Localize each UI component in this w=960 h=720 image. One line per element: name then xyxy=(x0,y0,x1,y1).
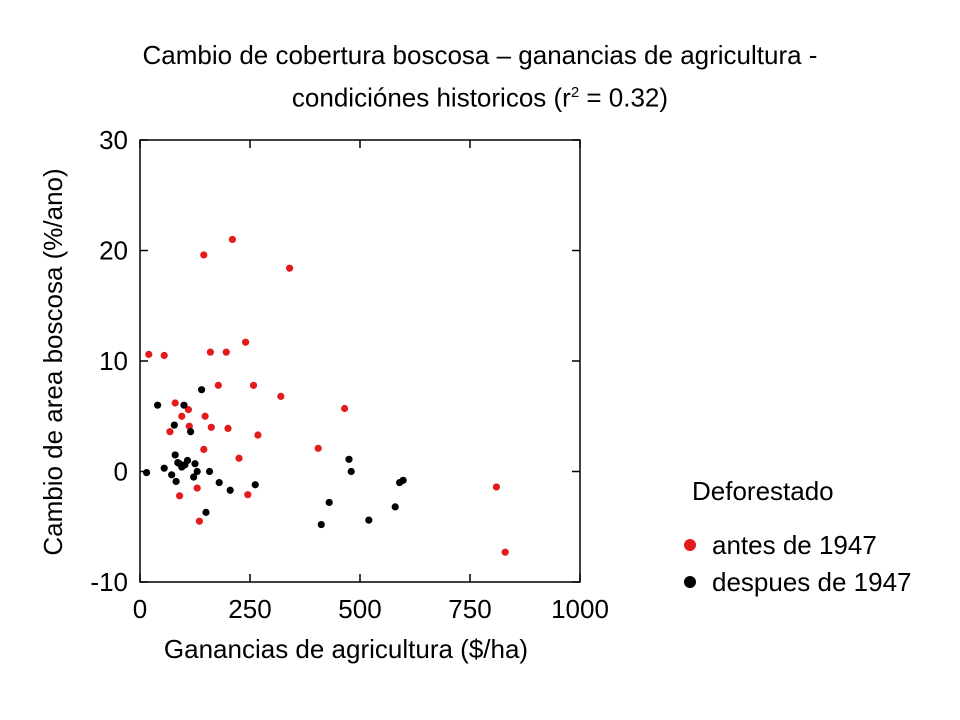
point-series-1-24 xyxy=(325,498,333,507)
chart-title-line-2: condiciónes historicos (r2 = 0.32) xyxy=(0,74,960,117)
point-series-1-16 xyxy=(193,467,201,476)
point-series-0-4 xyxy=(176,492,184,500)
point-series-1-1 xyxy=(154,401,162,409)
point-series-0-29 xyxy=(501,548,509,556)
x-tick-label-750: 750 xyxy=(448,594,491,624)
y-axis-tick-labels: -10 0 10 20 30 xyxy=(90,125,128,597)
legend-marker-antes xyxy=(684,539,696,551)
point-series-1-30 xyxy=(399,476,407,484)
point-series-0-9 xyxy=(195,517,203,525)
point-series-1-3 xyxy=(168,471,176,479)
y-tick-label--10: -10 xyxy=(90,567,128,597)
x-axis-ticks xyxy=(139,140,581,582)
point-series-1-18 xyxy=(202,508,210,516)
legend-marker-despues xyxy=(684,576,696,588)
point-series-1-10 xyxy=(180,401,188,409)
y-axis-label: Cambio de area boscosa (%/ano) xyxy=(38,168,68,555)
point-series-0-19 xyxy=(235,454,243,462)
point-series-1-25 xyxy=(345,455,353,463)
chart-title-superscript: 2 xyxy=(570,84,580,101)
point-series-0-22 xyxy=(249,381,258,389)
series-1 xyxy=(143,386,407,529)
point-series-0-14 xyxy=(207,423,215,431)
point-series-1-26 xyxy=(347,467,355,476)
y-tick-label-0: 0 xyxy=(114,457,128,487)
point-series-1-2 xyxy=(160,464,168,472)
y-tick-label-10: 10 xyxy=(99,346,128,376)
legend-label-despues: despues de 1947 xyxy=(712,567,912,597)
point-series-0-2 xyxy=(166,428,174,436)
point-series-1-0 xyxy=(143,469,151,477)
point-series-0-6 xyxy=(184,406,192,414)
point-series-0-13 xyxy=(206,348,214,356)
point-series-1-5 xyxy=(171,451,179,459)
chart-title: Cambio de cobertura boscosa – ganancias … xyxy=(0,36,960,117)
x-axis-tick-labels: 0 250 500 750 1000 xyxy=(133,594,609,624)
series-0 xyxy=(145,235,509,556)
point-series-1-6 xyxy=(172,477,180,486)
point-series-0-10 xyxy=(200,251,208,259)
point-series-1-23 xyxy=(317,520,325,529)
point-series-0-18 xyxy=(228,235,236,244)
point-series-1-15 xyxy=(191,460,199,468)
point-series-1-19 xyxy=(205,467,214,476)
point-series-0-28 xyxy=(492,483,500,491)
point-series-0-8 xyxy=(193,484,201,492)
point-series-1-17 xyxy=(198,386,206,394)
point-series-0-0 xyxy=(145,350,153,358)
x-axis-label: Ganancias de agricultura ($/ha) xyxy=(164,634,528,664)
point-series-1-4 xyxy=(170,421,178,429)
chart-title-line-1: Cambio de cobertura boscosa – ganancias … xyxy=(142,40,818,70)
point-series-1-12 xyxy=(183,456,192,465)
point-series-0-26 xyxy=(314,444,322,452)
point-series-1-28 xyxy=(391,503,399,511)
point-series-0-7 xyxy=(185,422,193,430)
point-series-0-20 xyxy=(242,338,250,346)
x-tick-label-1000: 1000 xyxy=(551,594,609,624)
point-series-0-21 xyxy=(244,491,252,499)
point-series-0-17 xyxy=(224,424,232,433)
point-series-1-20 xyxy=(215,478,223,487)
legend-label-antes: antes de 1947 xyxy=(712,530,877,560)
point-series-0-1 xyxy=(160,351,168,360)
point-series-0-24 xyxy=(277,392,285,400)
point-series-0-11 xyxy=(200,445,208,453)
x-tick-label-500: 500 xyxy=(338,594,381,624)
point-series-1-14 xyxy=(190,473,198,481)
y-tick-label-20: 20 xyxy=(99,236,128,266)
point-series-1-13 xyxy=(187,428,195,436)
point-series-0-23 xyxy=(254,431,262,439)
point-series-1-27 xyxy=(365,516,373,524)
point-series-0-27 xyxy=(341,404,349,413)
point-series-0-16 xyxy=(222,348,230,356)
legend: Deforestado antes de 1947 despues de 194… xyxy=(684,476,912,597)
point-series-0-3 xyxy=(171,399,179,407)
point-series-0-25 xyxy=(286,264,294,272)
y-tick-label-30: 30 xyxy=(99,125,128,155)
legend-title: Deforestado xyxy=(692,476,834,506)
data-points xyxy=(143,235,509,556)
chart-title-line-2-prefix: condiciónes historicos (r xyxy=(291,82,571,113)
point-series-1-22 xyxy=(251,481,259,489)
chart-title-line-2-suffix: = 0.32) xyxy=(579,82,669,113)
point-series-1-21 xyxy=(226,486,234,494)
x-tick-label-0: 0 xyxy=(133,594,147,624)
point-series-0-5 xyxy=(178,412,186,420)
point-series-0-12 xyxy=(201,412,209,420)
x-tick-label-250: 250 xyxy=(228,594,271,624)
point-series-0-15 xyxy=(214,381,222,389)
